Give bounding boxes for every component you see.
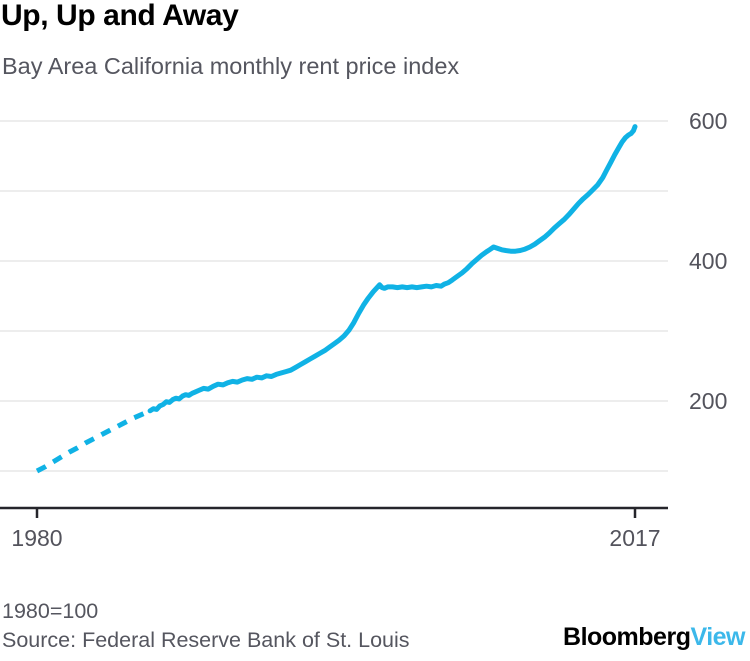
chart-title: Up, Up and Away <box>1 0 239 32</box>
y-tick-label-600: 600 <box>689 108 727 134</box>
rent-index-line-dashed-segment <box>35 408 152 474</box>
y-tick-label-400: 400 <box>689 248 727 274</box>
logo-text-primary: Bloomberg <box>563 623 691 651</box>
source-note: Source: Federal Reserve Bank of St. Loui… <box>2 628 410 652</box>
index-base-note: 1980=100 <box>2 599 99 623</box>
logo-text-accent: View <box>690 623 745 651</box>
bloomberg-view-logo: BloombergView <box>563 623 745 652</box>
y-tick-label-200: 200 <box>689 388 727 414</box>
rent-index-line <box>147 124 638 414</box>
x-tick-label-2017: 2017 <box>609 525 660 551</box>
chart-footnotes: 1980=100 Source: Federal Reserve Bank of… <box>2 597 410 655</box>
x-tick-label-1980: 1980 <box>11 525 62 551</box>
chart-subtitle: Bay Area California monthly rent price i… <box>2 53 460 79</box>
